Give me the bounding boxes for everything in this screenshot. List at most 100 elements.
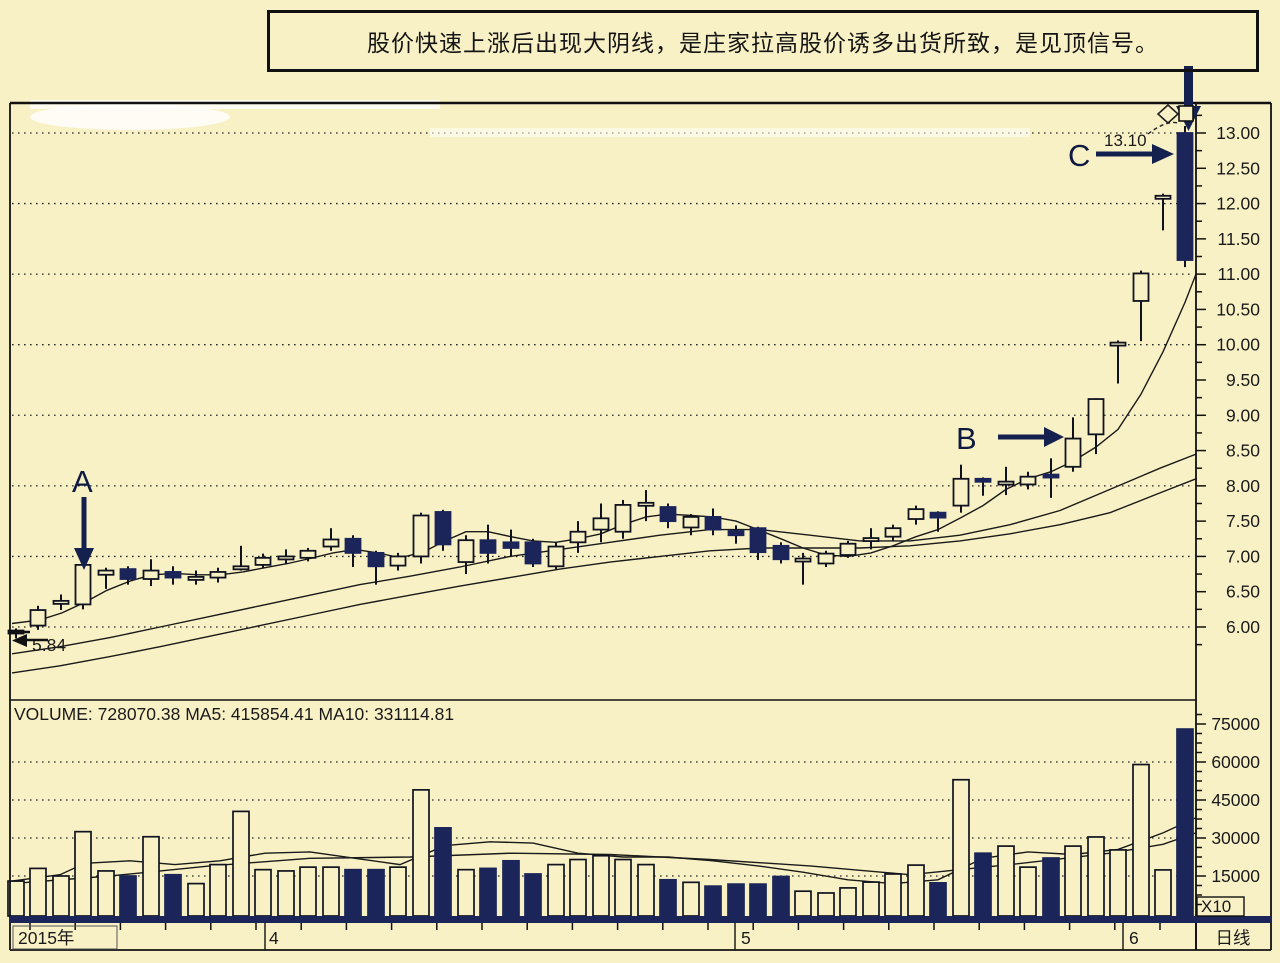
annotation-text: 股价快速上涨后出现大阴线，是庄家拉高股价诱多出货所致，是见顶信号。 — [367, 31, 1159, 57]
volume-bar — [907, 864, 925, 917]
candlestick — [389, 555, 407, 567]
volume-axis-label: 60000 — [1211, 752, 1260, 772]
month-label: 5 — [741, 928, 751, 948]
clipped-candle-marker — [1178, 105, 1194, 122]
candlestick — [29, 609, 47, 627]
volume-bar — [187, 882, 205, 917]
volume-bar — [659, 878, 677, 917]
volume-bar — [817, 892, 835, 917]
volume-unit-box — [1196, 896, 1245, 917]
price-axis-label: 7.00 — [1226, 546, 1260, 566]
volume-bar — [772, 875, 790, 917]
volume-bar — [1087, 836, 1105, 917]
price-axis-label: 6.50 — [1226, 582, 1260, 602]
price-ma-line-ma10 — [11, 453, 1197, 655]
candlestick — [547, 545, 565, 568]
volume-bar — [727, 883, 745, 917]
price-axis-label: 9.00 — [1226, 405, 1260, 425]
volume-bar — [502, 859, 520, 917]
annotation-c-arrowhead — [1152, 144, 1174, 164]
volume-bar — [704, 885, 722, 917]
price-axis-label: 11.50 — [1218, 229, 1261, 249]
candlestick — [1154, 194, 1172, 200]
price-axis-label: 10.50 — [1216, 299, 1260, 319]
volume-bar — [884, 873, 902, 917]
volume-bar — [52, 875, 70, 917]
candlestick — [299, 549, 317, 559]
candlestick — [974, 477, 992, 483]
annotation-b-label: B — [956, 421, 977, 456]
volume-bar — [839, 887, 857, 917]
scan-artifact — [30, 104, 230, 130]
low-label-arrowhead — [12, 634, 27, 647]
month-label: 6 — [1129, 928, 1139, 948]
candlestick — [97, 569, 115, 576]
candlestick — [839, 542, 857, 556]
scan-artifact — [30, 100, 440, 109]
volume-bar — [322, 866, 340, 917]
candlestick — [592, 517, 610, 531]
volume-axis-label: 30000 — [1211, 828, 1260, 848]
annotation-a-label: A — [72, 464, 93, 499]
period-label: 日线 — [1216, 928, 1251, 948]
volume-bar — [614, 858, 632, 917]
price-axis-label: 7.50 — [1226, 511, 1260, 531]
volume-bar — [862, 881, 880, 917]
candlestick — [1132, 272, 1150, 302]
candlestick — [209, 571, 227, 579]
volume-bar — [434, 827, 452, 917]
volume-bar — [1064, 845, 1082, 917]
price-axis-label: 12.00 — [1216, 194, 1260, 214]
volume-bar — [547, 863, 565, 917]
candlestick — [569, 530, 587, 544]
candlestick — [502, 541, 520, 549]
volume-bar — [344, 868, 362, 917]
candlestick — [367, 551, 385, 568]
volume-bar — [277, 870, 295, 917]
volume-bar — [457, 868, 475, 917]
price-axis-label: 8.00 — [1226, 476, 1260, 496]
candlestick — [1019, 475, 1037, 486]
candlestick — [952, 477, 970, 507]
volume-axis-label: 45000 — [1211, 790, 1260, 810]
diamond-marker — [1156, 103, 1180, 125]
price-ma-line-ma5 — [11, 273, 1197, 625]
price-axis-label: 12.50 — [1216, 158, 1260, 178]
volume-axis-label: 15000 — [1211, 866, 1260, 886]
volume-bar — [1019, 866, 1037, 917]
candlestick — [254, 556, 272, 566]
year-label: 2015年 — [18, 928, 74, 948]
year-label-box — [12, 925, 118, 950]
volume-bar — [569, 858, 587, 917]
volume-bar — [164, 873, 182, 917]
volume-bar — [794, 890, 812, 917]
candlestick — [997, 480, 1015, 486]
volume-bar — [1132, 763, 1150, 917]
candlestick — [164, 571, 182, 579]
annotation-c-label: C — [1068, 138, 1090, 173]
volume-bar — [232, 810, 250, 917]
candlestick — [682, 516, 700, 529]
candlestick — [1064, 437, 1082, 468]
annotation-a-arrowhead — [74, 548, 94, 570]
candlestick — [637, 501, 655, 507]
volume-bar — [412, 789, 430, 917]
volume-bar — [209, 863, 227, 917]
price-axis-label: 6.00 — [1226, 617, 1260, 637]
volume-bar — [119, 875, 137, 917]
candlestick — [704, 516, 722, 531]
volume-bar — [592, 854, 610, 917]
volume-bar — [254, 868, 272, 917]
price-axis-label: 8.50 — [1226, 441, 1260, 461]
volume-bar — [1042, 857, 1060, 917]
volume-baseline-bar — [10, 916, 1271, 923]
candlestick — [1087, 398, 1105, 436]
volume-bar — [929, 881, 947, 917]
high-label-pointer — [1147, 121, 1179, 135]
candlestick — [1042, 473, 1060, 479]
volume-bar — [682, 881, 700, 917]
annotation-b-arrowhead — [1044, 427, 1064, 447]
volume-bar — [974, 852, 992, 917]
